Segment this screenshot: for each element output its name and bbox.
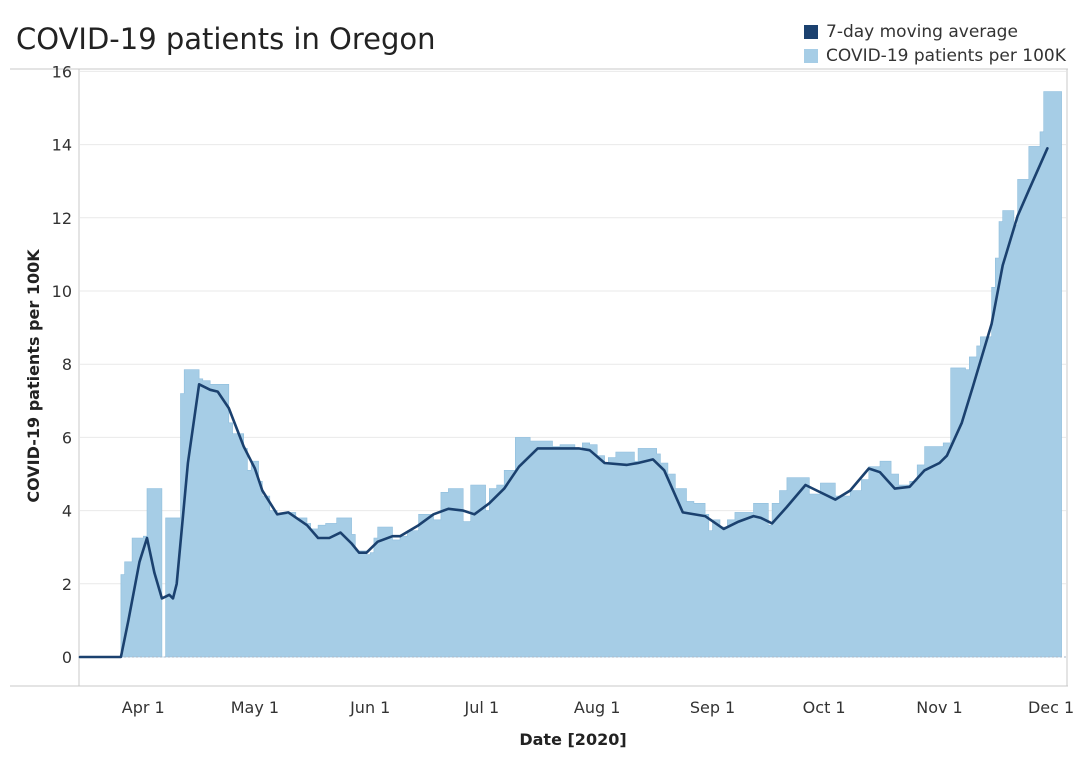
y-tick-label-14: 14 [52, 136, 72, 155]
legend-swatch-moving-average [804, 25, 818, 39]
chart-title: COVID-19 patients in Oregon [16, 22, 436, 56]
moving-average-line [78, 147, 1049, 659]
moving-average-series [78, 147, 1049, 659]
x-tick-label-dec-1: Dec 1 [1028, 698, 1074, 717]
legend-label-moving-average: 7-day moving average [826, 22, 1018, 42]
x-tick-label-nov-1: Nov 1 [916, 698, 963, 717]
y-tick-label-2: 2 [62, 575, 72, 594]
y-tick-label-8: 8 [62, 355, 72, 374]
legend: 7-day moving average COVID-19 patients p… [804, 20, 1066, 68]
bar-series [80, 91, 1066, 658]
y-tick-label-16: 16 [52, 62, 72, 81]
y-tick-label-6: 6 [62, 428, 72, 447]
x-tick-label-sep-1: Sep 1 [690, 698, 735, 717]
y-tick-label-0: 0 [62, 648, 72, 667]
x-tick-label-oct-1: Oct 1 [803, 698, 846, 717]
x-axis-label: Date [2020] [519, 730, 626, 749]
y-tick-label-10: 10 [52, 282, 72, 301]
x-tick-label-jul-1: Jul 1 [464, 698, 500, 717]
x-tick-label-aug-1: Aug 1 [574, 698, 621, 717]
y-tick-labels: 0 2 4 6 8 10 12 14 16 [52, 62, 72, 667]
x-tick-label-apr-1: Apr 1 [122, 698, 165, 717]
legend-label-patients-per-100k: COVID-19 patients per 100K [826, 46, 1066, 66]
y-axis-label: COVID-19 patients per 100K [24, 249, 43, 503]
legend-swatch-patients-per-100k [804, 49, 818, 63]
patients-per-100k-area [80, 91, 1062, 658]
y-tick-label-12: 12 [52, 209, 72, 228]
x-tick-label-jun-1: Jun 1 [349, 698, 390, 717]
x-tick-labels: Apr 1 May 1 Jun 1 Jul 1 Aug 1 Sep 1 Oct 1 Nov 1… [122, 698, 1074, 717]
legend-item-moving-average[interactable]: 7-day moving average [804, 20, 1066, 44]
y-tick-label-4: 4 [62, 502, 72, 521]
legend-item-patients-per-100k[interactable]: COVID-19 patients per 100K [804, 44, 1066, 68]
x-tick-label-may-1: May 1 [231, 698, 279, 717]
